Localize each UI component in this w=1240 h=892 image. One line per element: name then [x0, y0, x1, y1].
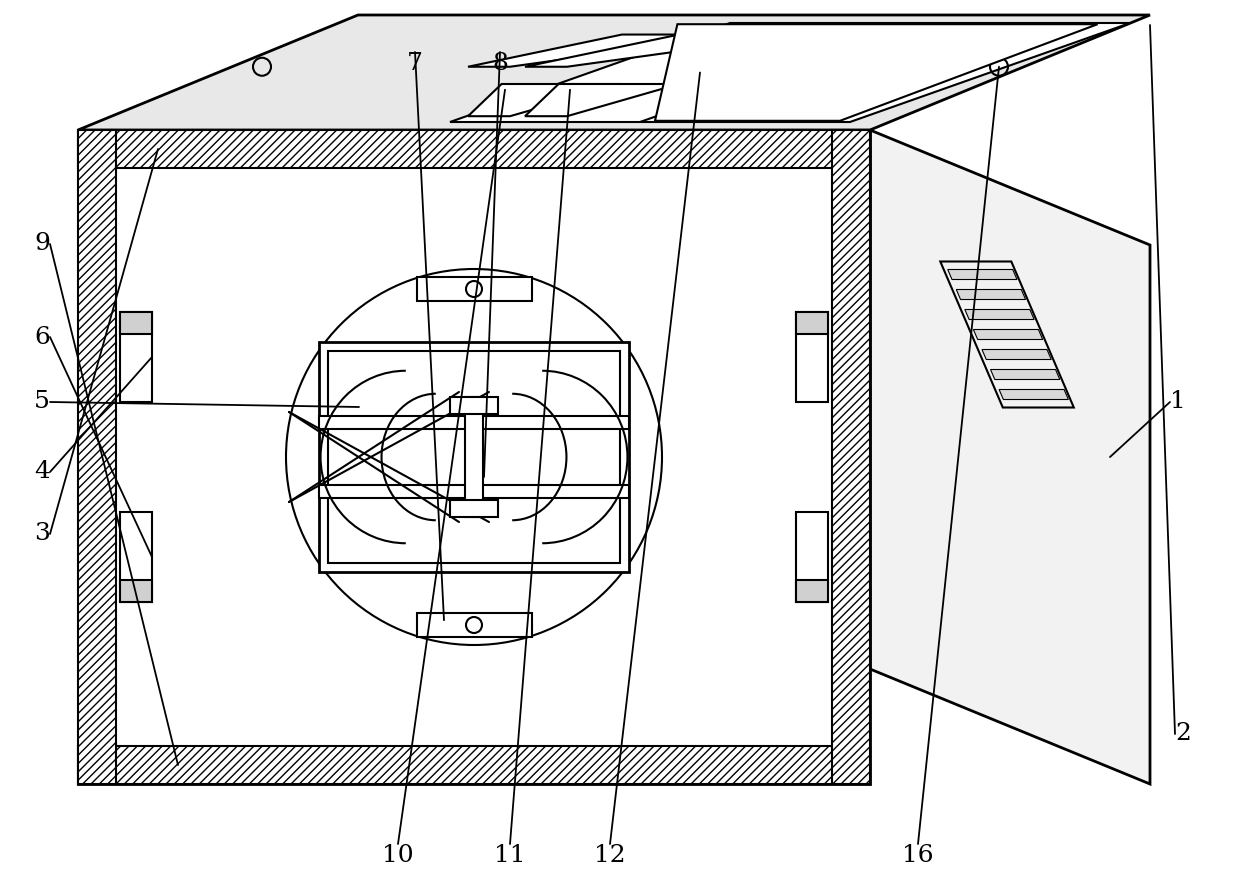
Polygon shape: [999, 390, 1069, 400]
Polygon shape: [965, 310, 1034, 319]
Polygon shape: [991, 369, 1060, 379]
Bar: [319, 342, 629, 572]
Text: 5: 5: [35, 391, 50, 414]
Bar: [120, 312, 153, 402]
Bar: [117, 168, 832, 746]
Text: 2: 2: [1176, 723, 1190, 746]
Polygon shape: [870, 130, 1149, 784]
Bar: [450, 500, 498, 517]
Bar: [796, 312, 828, 334]
Text: 11: 11: [495, 844, 526, 867]
Bar: [465, 397, 484, 517]
Text: 9: 9: [35, 233, 50, 255]
Bar: [417, 277, 532, 301]
Polygon shape: [973, 329, 1043, 340]
Polygon shape: [525, 35, 800, 67]
Text: 8: 8: [492, 52, 508, 75]
Bar: [329, 351, 620, 563]
Text: 10: 10: [382, 844, 414, 867]
Text: 12: 12: [594, 844, 626, 867]
Text: 1: 1: [1171, 391, 1185, 414]
Bar: [796, 512, 828, 602]
Polygon shape: [450, 23, 1130, 122]
Bar: [832, 130, 870, 784]
Polygon shape: [982, 350, 1052, 359]
Polygon shape: [947, 269, 1017, 279]
Bar: [78, 130, 870, 168]
Bar: [120, 312, 153, 334]
Text: 6: 6: [35, 326, 50, 349]
Bar: [450, 397, 498, 414]
Polygon shape: [78, 15, 1149, 130]
Bar: [78, 746, 870, 784]
Text: 16: 16: [903, 844, 934, 867]
Text: 7: 7: [407, 52, 423, 75]
Polygon shape: [467, 84, 622, 116]
Polygon shape: [956, 290, 1025, 300]
Bar: [319, 485, 629, 498]
Bar: [120, 580, 153, 602]
Polygon shape: [467, 35, 743, 67]
Circle shape: [286, 269, 662, 645]
Text: 3: 3: [35, 523, 50, 546]
Bar: [796, 312, 828, 402]
Bar: [120, 512, 153, 602]
Bar: [78, 130, 117, 784]
Bar: [796, 580, 828, 602]
Bar: [417, 613, 532, 637]
Bar: [319, 416, 629, 429]
Bar: [78, 130, 870, 784]
Text: 4: 4: [35, 460, 50, 483]
Polygon shape: [525, 84, 680, 116]
Polygon shape: [655, 24, 1097, 120]
